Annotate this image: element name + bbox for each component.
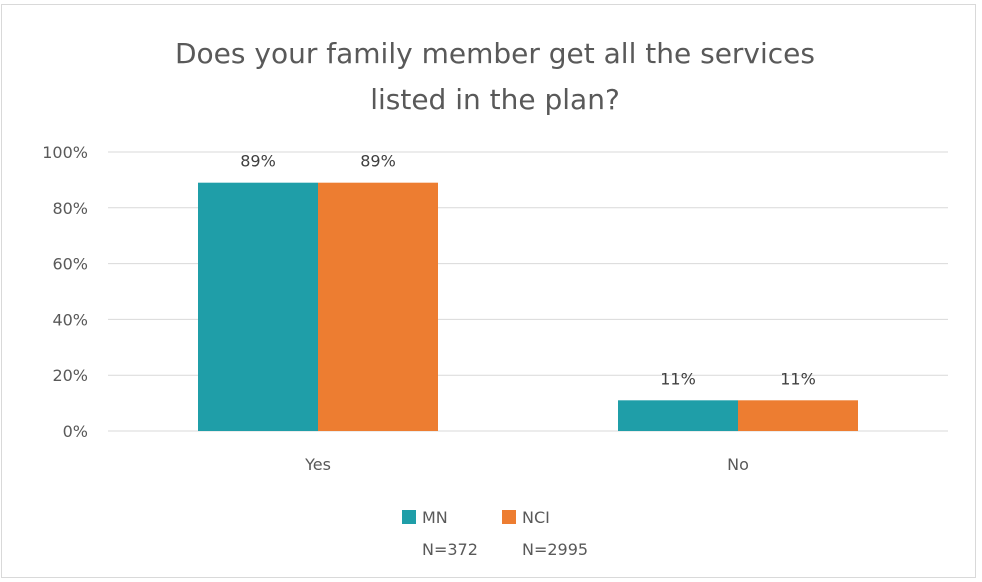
bar-mn-no [618, 400, 738, 431]
chart-title-line-2: listed in the plan? [370, 83, 620, 116]
data-label-nci-no: 11% [780, 369, 816, 388]
data-label-mn-yes: 89% [240, 152, 276, 171]
y-tick-label: 0% [63, 422, 88, 441]
y-tick-label: 40% [52, 310, 88, 329]
chart-frame [1, 4, 976, 578]
bar-nci-yes [318, 182, 438, 431]
legend-note-nci: N=2995 [522, 540, 588, 559]
x-tick-label: Yes [304, 455, 331, 474]
data-labels: 89% 89% 11% 11% [240, 152, 816, 389]
chart-title-line-1: Does your family member get all the serv… [175, 37, 815, 70]
legend-note-mn: N=372 [422, 540, 478, 559]
y-tick-label: 100% [42, 143, 88, 162]
legend: MN N=372 NCI N=2995 [402, 508, 588, 559]
legend-swatch-nci [502, 510, 516, 524]
bars [198, 182, 858, 431]
y-tick-label: 80% [52, 199, 88, 218]
bar-mn-yes [198, 182, 318, 431]
legend-swatch-mn [402, 510, 416, 524]
bar-nci-no [738, 400, 858, 431]
data-label-nci-yes: 89% [360, 152, 396, 171]
y-tick-label: 20% [52, 366, 88, 385]
legend-label-mn: MN [422, 508, 448, 527]
legend-label-nci: NCI [522, 508, 550, 527]
x-tick-label: No [727, 455, 749, 474]
x-axis-ticks: Yes No [304, 455, 749, 474]
data-label-mn-no: 11% [660, 369, 696, 388]
y-axis-ticks: 0% 20% 40% 60% 80% 100% [42, 143, 88, 441]
y-tick-label: 60% [52, 255, 88, 274]
